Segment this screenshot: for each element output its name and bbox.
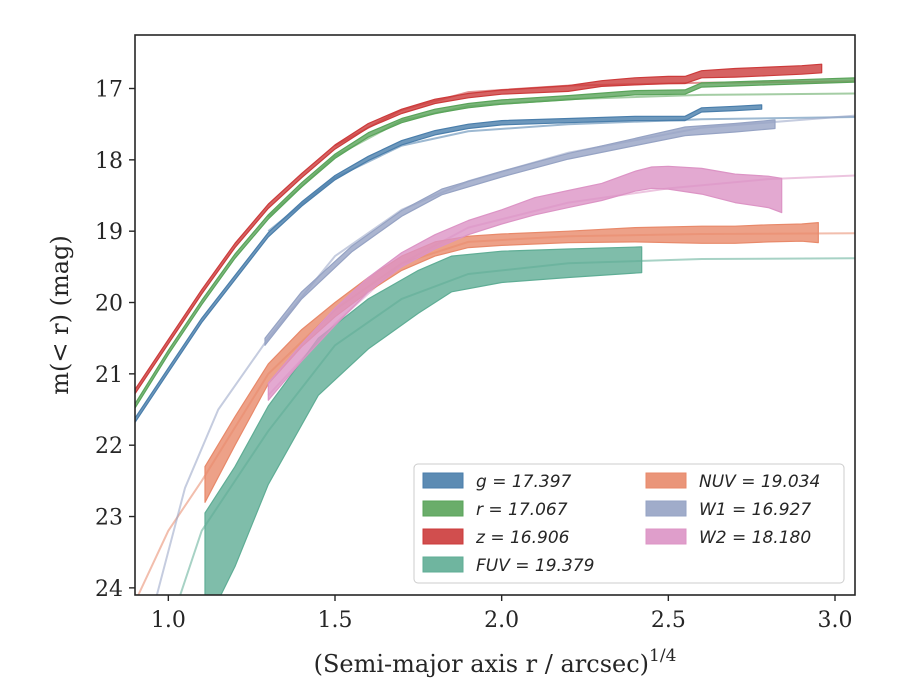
legend-label-g: g = 17.397: [476, 472, 572, 492]
legend-swatch-g: [422, 472, 464, 489]
data-band-w1: [264, 119, 776, 346]
data-band-g: [135, 104, 763, 423]
data-band-w2: [267, 165, 783, 401]
x-axis-label: (Semi-major axis r / arcsec)1/4: [314, 646, 677, 678]
x-axis-ticks: 1.0 1.5 2.0 2.5 3.0: [151, 595, 853, 633]
legend-item-fuv: FUV = 19.379: [422, 556, 594, 576]
x-axis-label-text: (Semi-major axis r / arcsec): [314, 650, 649, 678]
y-tick-label: 21: [95, 363, 123, 388]
legend-item-w1: W1 = 16.927: [645, 500, 811, 520]
y-tick-label: 20: [95, 292, 123, 317]
legend-swatch-nuv: [645, 472, 687, 489]
legend-swatch-w1: [645, 500, 687, 517]
legend-item-z: z = 16.906: [422, 528, 570, 548]
x-tick-label: 1.5: [318, 608, 353, 633]
x-tick-label: 2.5: [651, 608, 686, 633]
y-axis-label: m(< r) (mag): [46, 235, 74, 394]
legend-label-fuv: FUV = 19.379: [476, 556, 594, 576]
legend: g = 17.397 r = 17.067 z = 16.906 FUV = 19.3…: [413, 463, 845, 584]
y-tick-label: 22: [95, 434, 123, 459]
legend-box: [413, 463, 845, 584]
legend-swatch-fuv: [422, 556, 464, 573]
x-axis-label-exponent: 1/4: [649, 646, 676, 666]
y-tick-label: 23: [95, 506, 123, 531]
legend-label-z: z = 16.906: [475, 528, 570, 548]
y-axis-ticks: 17 18 19 20 21 22 23 24: [95, 78, 135, 602]
plot-area: [135, 63, 855, 595]
plot-frame: [134, 34, 856, 596]
y-tick-label: 24: [95, 577, 123, 602]
x-tick-label: 3.0: [818, 608, 853, 633]
legend-item-nuv: NUV = 19.034: [645, 472, 820, 492]
legend-label-w2: W2 = 18.180: [699, 528, 811, 548]
legend-label-w1: W1 = 16.927: [699, 500, 811, 520]
legend-swatch-z: [422, 528, 464, 545]
legend-item-r: r = 17.067: [422, 500, 568, 520]
legend-label-nuv: NUV = 19.034: [699, 472, 820, 492]
legend-item-w2: W2 = 18.180: [645, 528, 811, 548]
data-bands: [135, 63, 855, 595]
legend-swatch-r: [422, 500, 464, 517]
model-curve-z: [334, 80, 855, 147]
x-tick-label: 2.0: [484, 608, 519, 633]
y-tick-label: 17: [95, 78, 123, 103]
legend-label-r: r = 17.067: [476, 500, 568, 520]
legend-swatch-w2: [645, 528, 687, 545]
data-band-z: [135, 63, 823, 395]
y-tick-label: 19: [95, 220, 123, 245]
x-tick-label: 1.0: [151, 608, 186, 633]
data-band-r: [135, 77, 855, 409]
legend-item-g: g = 17.397: [422, 472, 572, 492]
y-tick-label: 18: [95, 149, 123, 174]
